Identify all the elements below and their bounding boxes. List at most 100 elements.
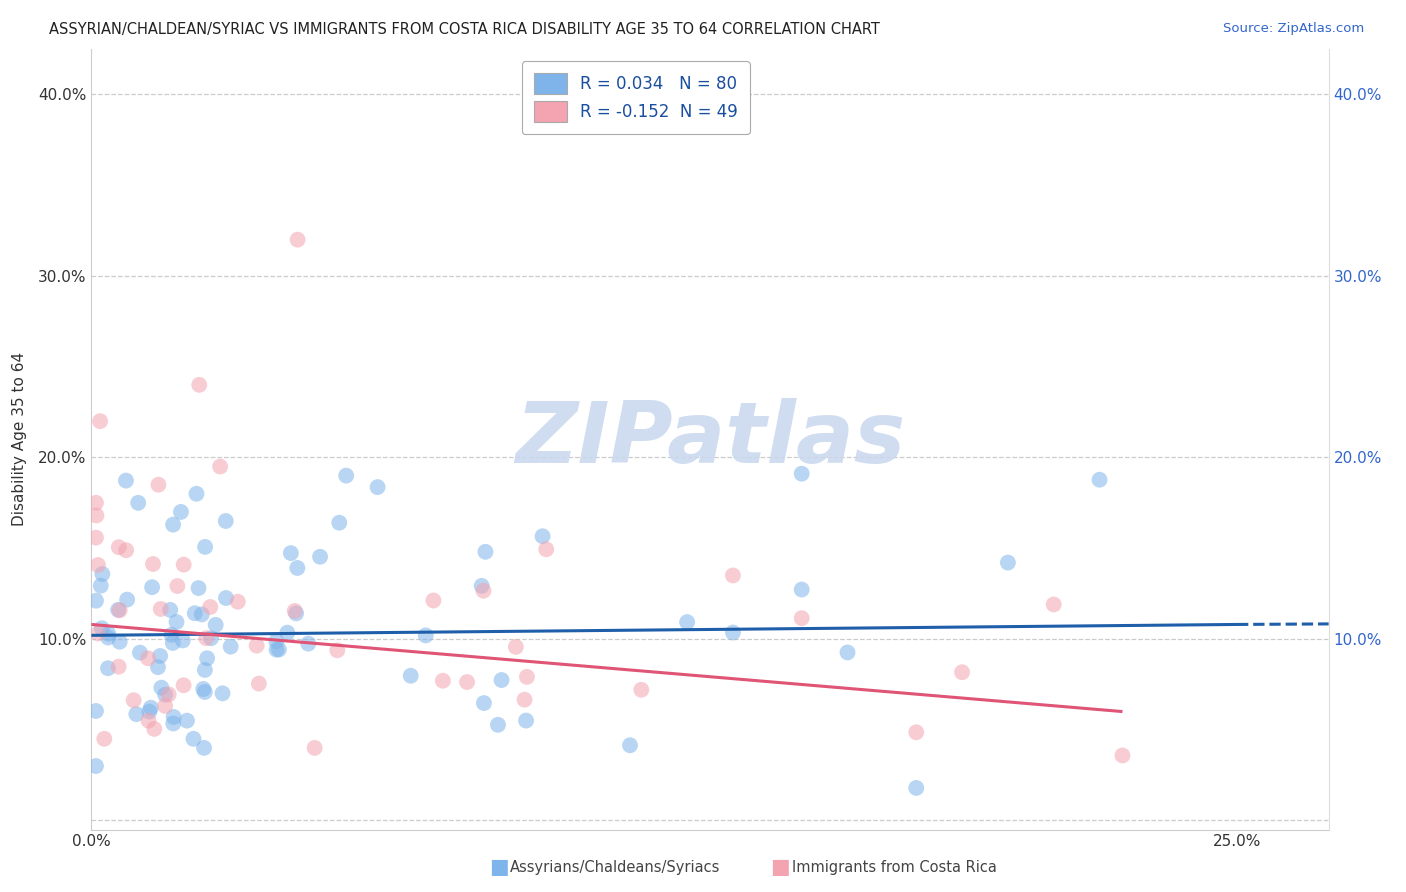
Point <box>905 725 928 739</box>
Point <box>136 651 159 665</box>
Point <box>162 716 184 731</box>
Point <box>90 621 112 635</box>
Point <box>630 682 652 697</box>
Point <box>108 540 131 554</box>
Point <box>837 645 859 659</box>
Point <box>215 514 238 528</box>
Point <box>276 625 298 640</box>
Point <box>531 529 554 543</box>
Point <box>86 508 108 523</box>
Point <box>173 678 195 692</box>
Point <box>125 707 148 722</box>
Point <box>515 714 537 728</box>
Point <box>138 714 160 728</box>
Point <box>176 714 198 728</box>
Point <box>91 567 114 582</box>
Point <box>246 639 269 653</box>
Point <box>676 615 699 629</box>
Point <box>146 660 169 674</box>
Point <box>97 661 120 675</box>
Point <box>326 643 349 657</box>
Point <box>472 696 495 710</box>
Point <box>162 517 184 532</box>
Text: Assyrians/Chaldeans/Syriacs: Assyrians/Chaldeans/Syriacs <box>510 860 721 874</box>
Point <box>193 681 215 696</box>
Point <box>93 731 115 746</box>
Legend: R = 0.034   N = 80, R = -0.152  N = 49: R = 0.034 N = 80, R = -0.152 N = 49 <box>522 62 749 134</box>
Text: ■: ■ <box>489 857 509 877</box>
Point <box>122 693 145 707</box>
Point <box>183 731 205 746</box>
Point <box>513 692 536 706</box>
Point <box>721 568 744 582</box>
Point <box>471 579 494 593</box>
Point <box>84 704 107 718</box>
Point <box>87 558 110 572</box>
Point <box>328 516 350 530</box>
Point <box>505 640 527 654</box>
Point <box>219 640 242 654</box>
Point <box>166 579 188 593</box>
Y-axis label: Disability Age 35 to 64: Disability Age 35 to 64 <box>11 352 27 526</box>
Point <box>139 700 162 714</box>
Point <box>247 676 270 690</box>
Point <box>1042 598 1064 612</box>
Point <box>108 634 131 648</box>
Point <box>204 617 226 632</box>
Point <box>790 582 813 597</box>
Point <box>107 659 129 673</box>
Point <box>267 642 290 657</box>
Point <box>84 759 107 773</box>
Point <box>129 646 152 660</box>
Point <box>115 592 138 607</box>
Point <box>287 233 309 247</box>
Point <box>172 633 194 648</box>
Point <box>149 602 172 616</box>
Text: Source: ZipAtlas.com: Source: ZipAtlas.com <box>1223 22 1364 36</box>
Point <box>170 505 193 519</box>
Point <box>127 496 149 510</box>
Text: ASSYRIAN/CHALDEAN/SYRIAC VS IMMIGRANTS FROM COSTA RICA DISABILITY AGE 35 TO 64 C: ASSYRIAN/CHALDEAN/SYRIAC VS IMMIGRANTS F… <box>49 22 880 37</box>
Point <box>194 685 217 699</box>
Point <box>97 631 120 645</box>
Point <box>166 615 188 629</box>
Point <box>335 468 357 483</box>
Point <box>160 628 183 642</box>
Point <box>619 738 641 752</box>
Point <box>149 648 172 663</box>
Point <box>97 626 120 640</box>
Point <box>159 603 181 617</box>
Point <box>187 581 209 595</box>
Point <box>194 663 217 677</box>
Point <box>195 651 218 665</box>
Point <box>141 580 163 594</box>
Point <box>905 780 928 795</box>
Point <box>107 603 129 617</box>
Text: ■: ■ <box>770 857 790 877</box>
Point <box>200 600 222 615</box>
Point <box>284 604 307 618</box>
Point <box>516 670 538 684</box>
Point <box>193 740 215 755</box>
Point <box>309 549 332 564</box>
Point <box>950 665 973 680</box>
Point <box>157 687 180 701</box>
Point <box>422 593 444 607</box>
Point <box>491 673 513 687</box>
Text: ZIPatlas: ZIPatlas <box>515 398 905 481</box>
Point <box>790 467 813 481</box>
Point <box>194 540 217 554</box>
Point <box>1088 473 1111 487</box>
Point <box>153 688 176 702</box>
Point <box>472 583 495 598</box>
Point <box>285 607 308 621</box>
Point <box>474 545 496 559</box>
Point <box>142 557 165 571</box>
Point <box>536 542 558 557</box>
Point <box>89 414 111 428</box>
Point <box>399 669 422 683</box>
Point <box>150 681 173 695</box>
Point <box>184 606 207 620</box>
Point <box>153 698 176 713</box>
Point <box>143 722 166 736</box>
